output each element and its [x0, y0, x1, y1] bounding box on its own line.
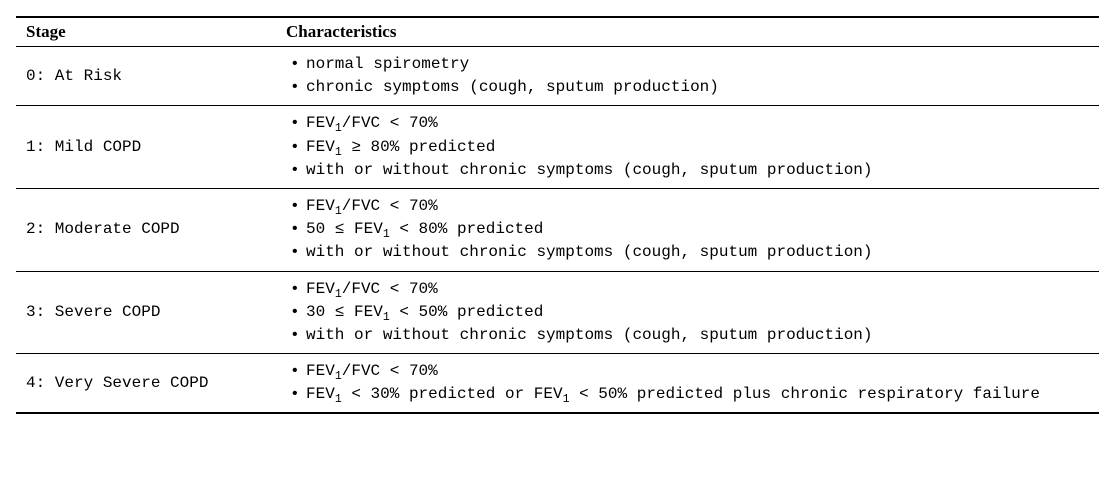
characteristics-list: FEV1/FVC < 70% 50 ≤ FEV1 < 80% predicted…: [286, 195, 1089, 265]
list-item: chronic symptoms (cough, sputum producti…: [290, 76, 1089, 99]
table-row: 0: At Risk normal spirometry chronic sym…: [16, 47, 1099, 106]
list-item: FEV1/FVC < 70%: [290, 195, 1089, 218]
header-stage: Stage: [16, 17, 276, 47]
characteristics-list: FEV1/FVC < 70% FEV1 ≥ 80% predicted with…: [286, 112, 1089, 182]
characteristics-cell: FEV1/FVC < 70% FEV1 < 30% predicted or F…: [276, 354, 1099, 414]
list-item: with or without chronic symptoms (cough,…: [290, 324, 1089, 347]
list-item: 30 ≤ FEV1 < 50% predicted: [290, 301, 1089, 324]
stage-cell: 3: Severe COPD: [16, 271, 276, 354]
table-header-row: Stage Characteristics: [16, 17, 1099, 47]
list-item: with or without chronic symptoms (cough,…: [290, 159, 1089, 182]
list-item: with or without chronic symptoms (cough,…: [290, 241, 1089, 264]
characteristics-cell: normal spirometry chronic symptoms (coug…: [276, 47, 1099, 106]
table-row: 1: Mild COPD FEV1/FVC < 70% FEV1 ≥ 80% p…: [16, 106, 1099, 189]
characteristics-cell: FEV1/FVC < 70% 30 ≤ FEV1 < 50% predicted…: [276, 271, 1099, 354]
list-item: FEV1 ≥ 80% predicted: [290, 136, 1089, 159]
list-item: 50 ≤ FEV1 < 80% predicted: [290, 218, 1089, 241]
list-item: FEV1/FVC < 70%: [290, 112, 1089, 135]
table-row: 3: Severe COPD FEV1/FVC < 70% 30 ≤ FEV1 …: [16, 271, 1099, 354]
characteristics-list: FEV1/FVC < 70% FEV1 < 30% predicted or F…: [286, 360, 1089, 406]
table-row: 2: Moderate COPD FEV1/FVC < 70% 50 ≤ FEV…: [16, 188, 1099, 271]
stage-cell: 0: At Risk: [16, 47, 276, 106]
list-item: normal spirometry: [290, 53, 1089, 76]
header-characteristics: Characteristics: [276, 17, 1099, 47]
characteristics-list: normal spirometry chronic symptoms (coug…: [286, 53, 1089, 99]
stage-cell: 1: Mild COPD: [16, 106, 276, 189]
list-item: FEV1/FVC < 70%: [290, 360, 1089, 383]
list-item: FEV1/FVC < 70%: [290, 278, 1089, 301]
characteristics-list: FEV1/FVC < 70% 30 ≤ FEV1 < 50% predicted…: [286, 278, 1089, 348]
stage-cell: 2: Moderate COPD: [16, 188, 276, 271]
copd-stages-table: Stage Characteristics 0: At Risk normal …: [16, 16, 1099, 414]
characteristics-cell: FEV1/FVC < 70% FEV1 ≥ 80% predicted with…: [276, 106, 1099, 189]
stage-cell: 4: Very Severe COPD: [16, 354, 276, 414]
list-item: FEV1 < 30% predicted or FEV1 < 50% predi…: [290, 383, 1089, 406]
table-row: 4: Very Severe COPD FEV1/FVC < 70% FEV1 …: [16, 354, 1099, 414]
characteristics-cell: FEV1/FVC < 70% 50 ≤ FEV1 < 80% predicted…: [276, 188, 1099, 271]
